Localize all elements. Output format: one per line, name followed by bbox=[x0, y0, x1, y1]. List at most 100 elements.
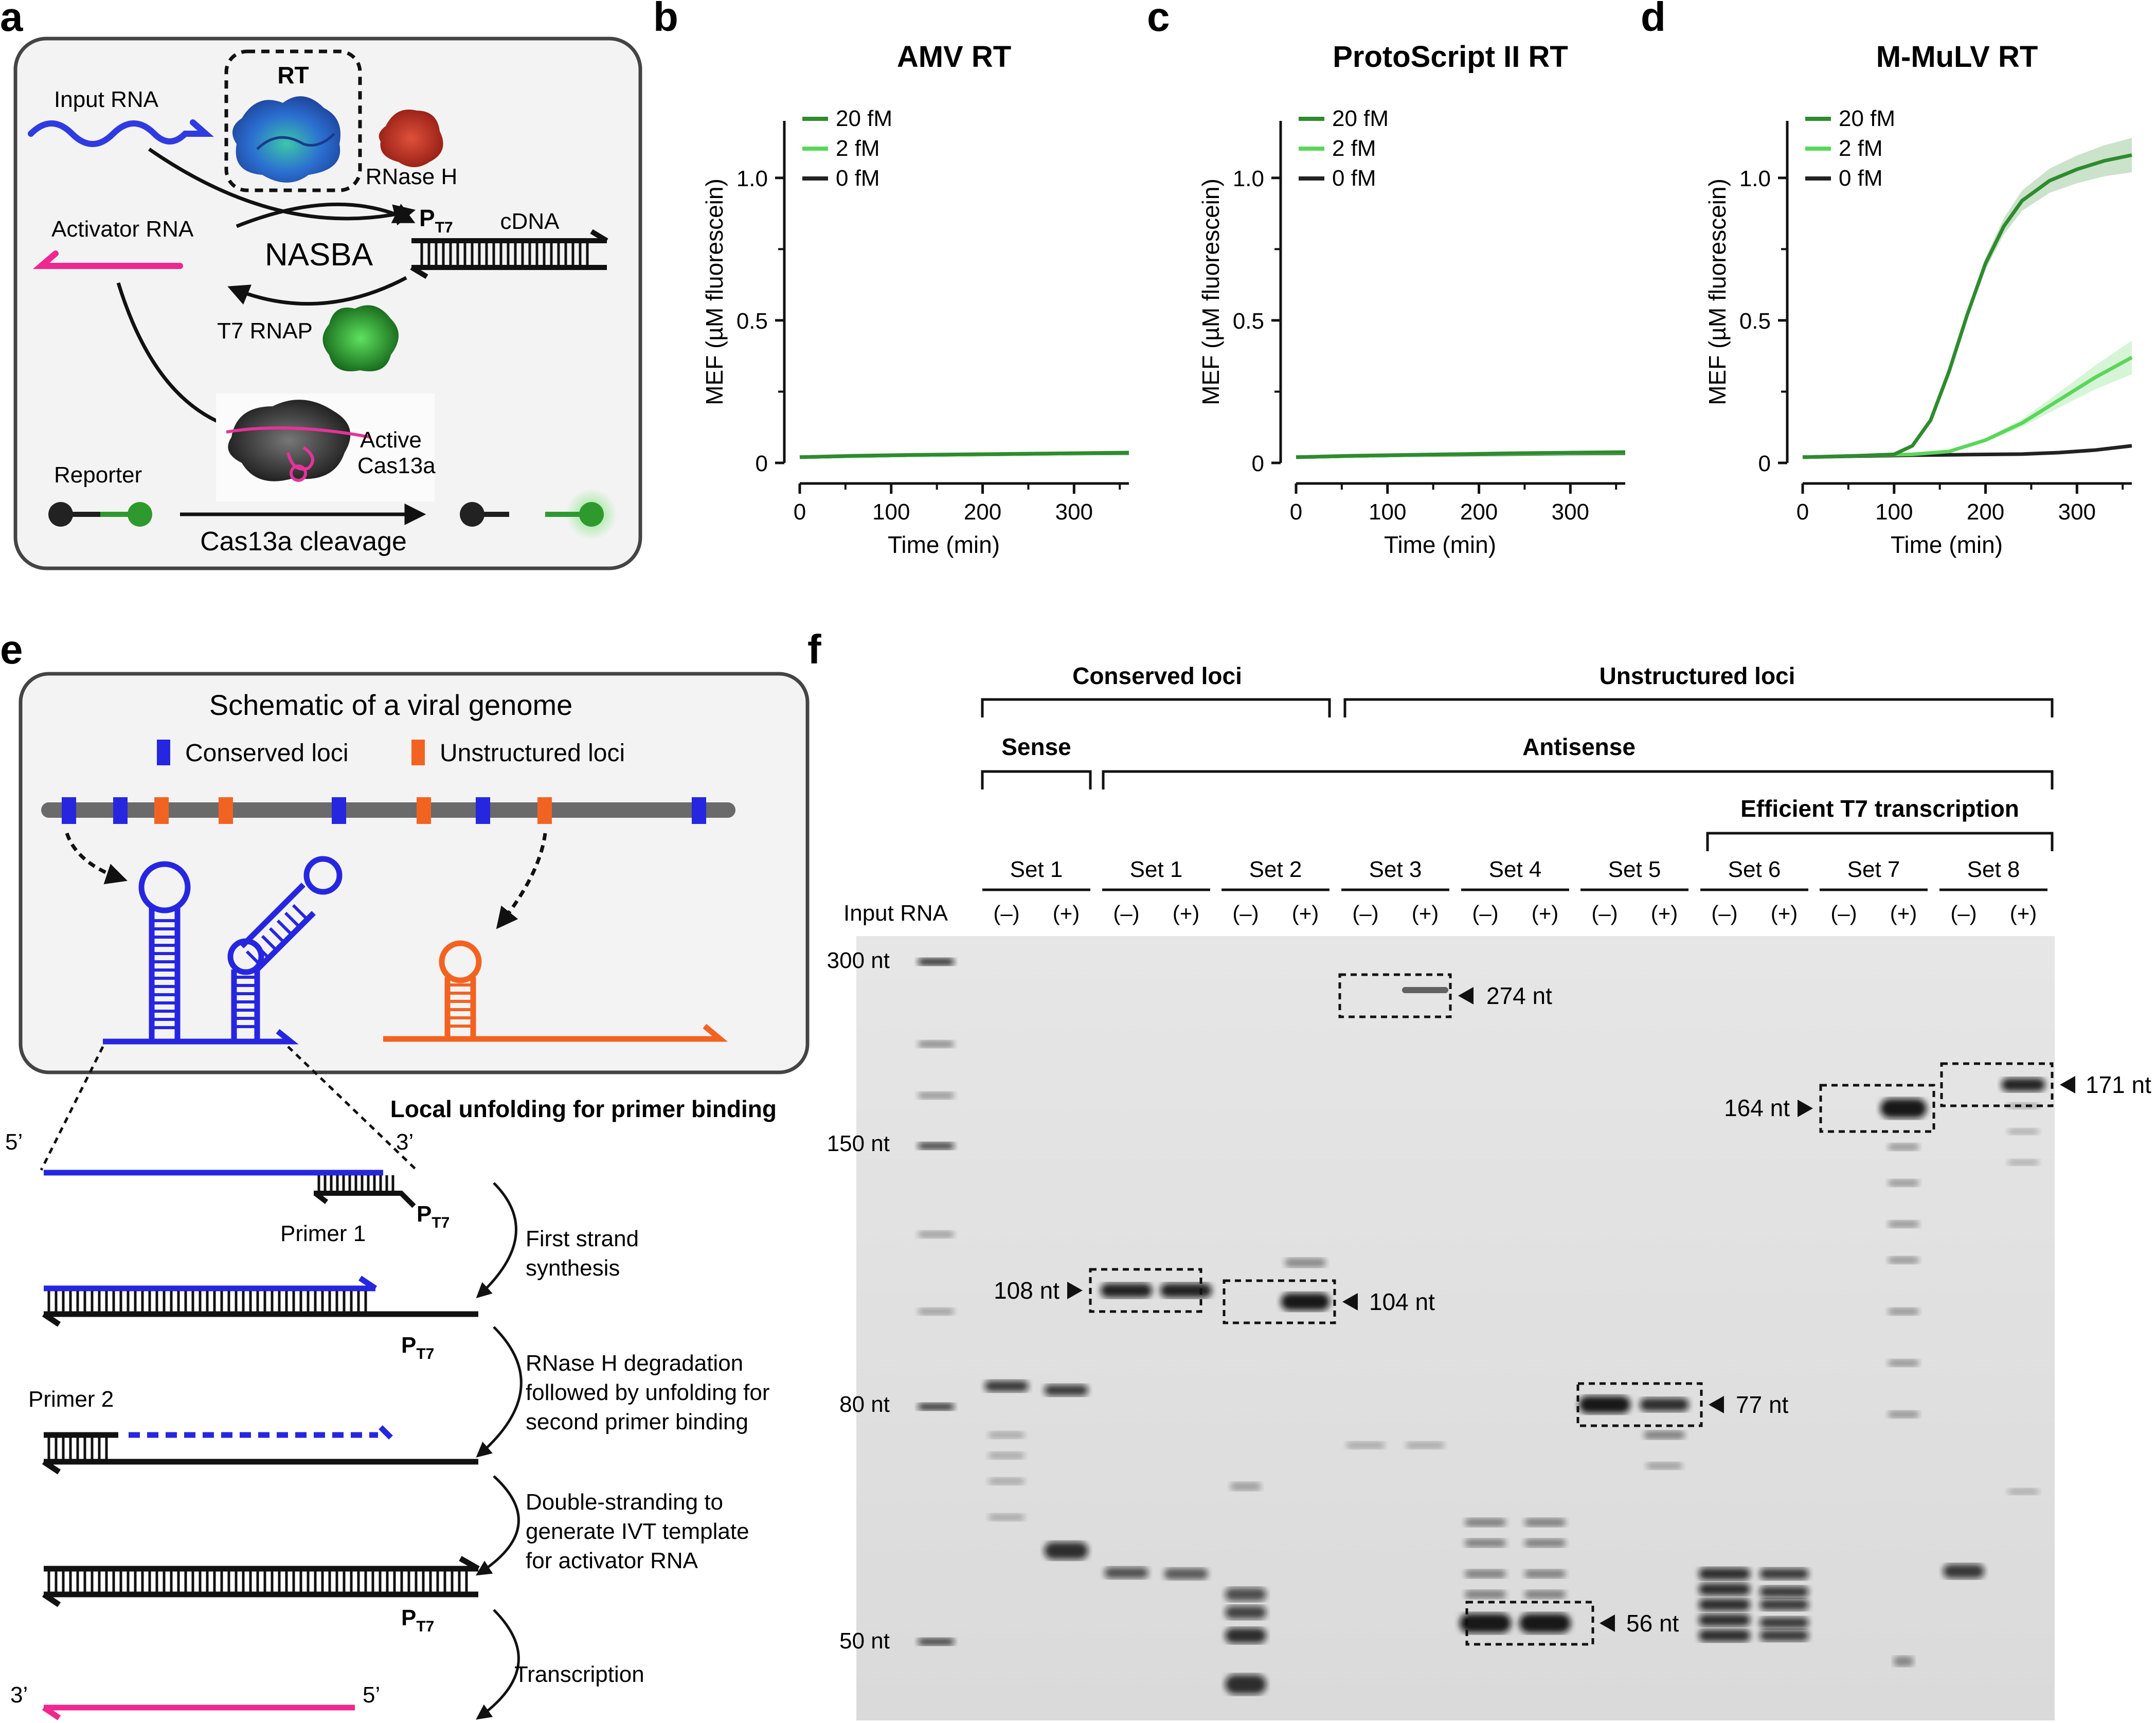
conserved-legend-label: Conserved loci bbox=[185, 740, 348, 767]
series-band bbox=[1803, 340, 2132, 457]
y-tick-label: 0.5 bbox=[1739, 309, 1771, 334]
activator-rna-label: Activator RNA bbox=[51, 217, 194, 242]
bracket-conserved bbox=[981, 698, 1331, 717]
gel-band bbox=[1225, 1628, 1266, 1643]
x-tick-label: 100 bbox=[1369, 499, 1406, 525]
step2-line1: RNase H degradation bbox=[526, 1351, 743, 1376]
gel-band bbox=[1460, 1613, 1511, 1633]
pt7-label-e1: PT7 bbox=[417, 1201, 450, 1231]
unstructured-legend-label: Unstructured loci bbox=[440, 740, 625, 767]
first-strand-duplex bbox=[42, 1276, 478, 1327]
gel-band bbox=[1465, 1539, 1506, 1547]
set-header: Set 3 bbox=[1369, 857, 1422, 882]
gel-band bbox=[1640, 1398, 1689, 1411]
chart-2: ProtoScript II RT 0 0.5 1.0 0 100 200 300 Time (… bbox=[1197, 40, 1626, 558]
gel-band bbox=[918, 1638, 954, 1645]
lane-plus: (+) bbox=[1890, 901, 1917, 925]
set-header: Set 8 bbox=[1967, 857, 2020, 882]
y-tick-label: 1.0 bbox=[1233, 166, 1264, 191]
step1-line2: synthesis bbox=[526, 1255, 620, 1281]
rt-label: RT bbox=[277, 62, 309, 88]
band-label-171: 171 nt bbox=[2086, 1071, 2151, 1098]
panel-letter-c: c bbox=[1147, 0, 1170, 40]
gel-band bbox=[918, 1231, 954, 1238]
gel-band bbox=[1225, 1606, 1266, 1619]
chart-1: AMV RT 0 0.5 1.0 0 100 200 300 Time (min) MEF (µM… bbox=[701, 40, 1129, 558]
x-tick-label: 0 bbox=[1796, 499, 1809, 525]
input-rna-row-label: Input RNA bbox=[843, 901, 948, 926]
gel-band bbox=[1699, 1599, 1750, 1611]
header-unstructured: Unstructured loci bbox=[1600, 662, 1795, 689]
gel-band bbox=[1225, 1588, 1266, 1601]
kinetics-charts: AMV RT 0 0.5 1.0 0 100 200 300 Time (min) MEF (µM… bbox=[701, 40, 2133, 558]
panel-letter-e: e bbox=[0, 626, 23, 672]
lane-minus: (–) bbox=[1232, 901, 1259, 925]
gel-band bbox=[918, 958, 954, 965]
step-arrow-2 bbox=[476, 1326, 523, 1458]
three-prime-label: 3’ bbox=[396, 1129, 414, 1155]
x-tick-label: 100 bbox=[1875, 499, 1913, 525]
band-label-108: 108 nt bbox=[994, 1277, 1059, 1304]
legend-label: 20 fM bbox=[1332, 106, 1389, 131]
gel-band bbox=[1759, 1617, 1809, 1628]
gel-band bbox=[1893, 1656, 1914, 1666]
bracket-efficient bbox=[1706, 832, 2054, 851]
cdna-duplex bbox=[410, 229, 608, 279]
gel-band bbox=[1160, 1283, 1212, 1298]
gel-band bbox=[1880, 1099, 1927, 1118]
active-label: Active bbox=[360, 427, 422, 453]
cleavage-label: Cas13a cleavage bbox=[200, 527, 407, 557]
legend-label: 0 fM bbox=[836, 166, 880, 191]
gel-band bbox=[1524, 1590, 1566, 1599]
bracket-sense bbox=[981, 770, 1092, 789]
gel-band bbox=[1281, 1293, 1330, 1311]
gel-band bbox=[1888, 1359, 1919, 1367]
gel-band bbox=[1646, 1462, 1682, 1469]
local-unfolding-label: Local unfolding for primer binding bbox=[390, 1096, 777, 1122]
x-tick-label: 0 bbox=[1290, 499, 1302, 525]
box-274 bbox=[1338, 973, 1452, 1018]
band-label-104: 104 nt bbox=[1369, 1288, 1435, 1315]
x-axis-label: Time (min) bbox=[1891, 531, 2003, 558]
genome-loci bbox=[62, 797, 706, 824]
set-header: Set 4 bbox=[1489, 857, 1542, 882]
gel-band bbox=[989, 1452, 1025, 1459]
gel-band bbox=[1644, 1431, 1685, 1439]
bracket-unstructured bbox=[1343, 698, 2054, 717]
box-56 bbox=[1465, 1601, 1594, 1646]
lane-minus: (–) bbox=[1352, 901, 1378, 925]
panel-a-schematic: RT RNase H Input RNA Activator RNA NASBA… bbox=[13, 37, 642, 570]
step-arrow-1 bbox=[476, 1182, 517, 1299]
panel-letter-a: a bbox=[0, 0, 23, 40]
box-108 bbox=[1089, 1268, 1202, 1313]
primer-1 bbox=[313, 1191, 416, 1208]
lane-plus: (+) bbox=[1412, 901, 1439, 925]
pt7-label-e3: PT7 bbox=[401, 1605, 434, 1635]
gel-band bbox=[1759, 1586, 1809, 1598]
step3-line3: for activator RNA bbox=[526, 1548, 698, 1573]
band-label-164: 164 nt bbox=[1724, 1094, 1790, 1121]
header-efficient: Efficient T7 transcription bbox=[1740, 795, 2019, 822]
lane-minus: (–) bbox=[1591, 901, 1618, 925]
set-header: Set 2 bbox=[1249, 857, 1302, 882]
x-tick-label: 200 bbox=[1460, 499, 1498, 525]
cas13a-icon bbox=[216, 393, 435, 501]
set-header: Set 1 bbox=[1010, 857, 1063, 882]
chart-title: M-MuLV RT bbox=[1876, 40, 2038, 74]
gel-band bbox=[2008, 1159, 2039, 1165]
header-antisense: Antisense bbox=[1522, 733, 1636, 760]
set-header: Set 6 bbox=[1728, 857, 1781, 882]
rt-dashed-box bbox=[224, 49, 362, 192]
set-header: Set 7 bbox=[1847, 857, 1900, 882]
nasba-label: NASBA bbox=[265, 237, 373, 273]
gel-band bbox=[1285, 1258, 1326, 1267]
reporter-cleaved bbox=[460, 489, 617, 540]
primer-2-label: Primer 2 bbox=[28, 1387, 114, 1412]
gel-band bbox=[918, 1092, 954, 1099]
dashed-arrow-conserved bbox=[65, 832, 128, 885]
gel-band bbox=[2001, 1078, 2045, 1091]
gel-band bbox=[2008, 1128, 2039, 1135]
lane-minus: (–) bbox=[1711, 901, 1737, 925]
zoom-line-left bbox=[40, 1046, 104, 1171]
gel-band bbox=[989, 1431, 1025, 1439]
